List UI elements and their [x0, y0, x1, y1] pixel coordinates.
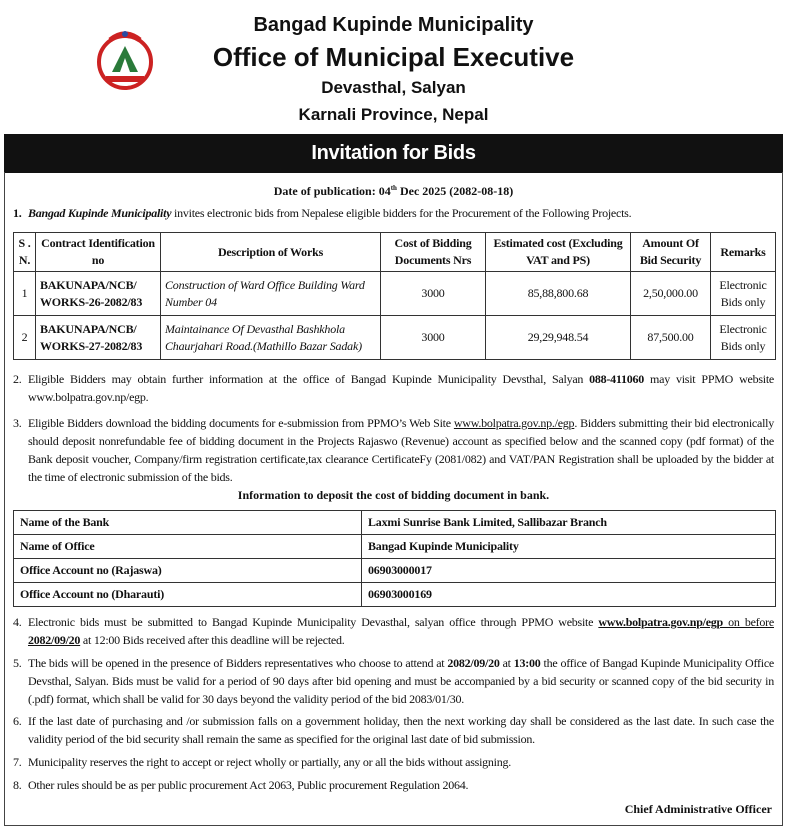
table-row: 2 BAKUNAPA/NCB/ WORKS-27-2082/83 Maintaina…: [13, 315, 776, 360]
bank-info-table: Name of the Bank Laxmi Sunrise Bank Limit…: [13, 510, 776, 607]
projects-table: S . N. Contract Identification no Descri…: [13, 232, 776, 360]
clause-3: 3. Eligible Bidders download the bidding …: [13, 416, 774, 484]
clause-7: 7. Municipality reserves the right to acc…: [13, 755, 512, 769]
clause-5: 5. The bids will be opened in the presenc…: [13, 656, 774, 706]
province: Karnali Province, Nepal: [298, 105, 489, 124]
signatory: Chief Administrative Officer: [624, 802, 772, 816]
letterhead: Bangad Kupinde Municipality Office of Mu…: [0, 0, 787, 134]
clause-1: 1. Bangad Kupinde Municipality invites el…: [13, 206, 632, 220]
table-header-row: S . N. Contract Identification no Descri…: [13, 232, 776, 272]
notice-body: Date of publication: 04th Dec 2025 (2082…: [4, 172, 783, 826]
table-row: Office Account no (Rajaswa) 06903000017: [13, 558, 776, 583]
clause-4: 4. Electronic bids must be submitted to B…: [13, 615, 774, 647]
office-name: Office of Municipal Executive: [212, 42, 575, 72]
bank-info-title: Information to deposit the cost of biddi…: [237, 488, 550, 502]
publication-date: Date of publication: 04th Dec 2025 (2082…: [273, 184, 514, 198]
table-row: Name of Office Bangad Kupinde Municipalit…: [13, 534, 776, 559]
table-row: 1 BAKUNAPA/NCB/ WORKS-26-2082/83 Construct…: [13, 271, 776, 316]
government-emblem-logo: [97, 31, 153, 90]
notice-title: Invitation for Bids: [4, 134, 783, 173]
table-row: Office Account no (Dharauti) 06903000169: [13, 582, 776, 607]
table-row: Name of the Bank Laxmi Sunrise Bank Limit…: [13, 510, 776, 535]
clause-6: 6. If the last date of purchasing and /or…: [13, 714, 774, 746]
clause-8: 8. Other rules should be as per public pr…: [13, 778, 469, 792]
bolpatra-link[interactable]: www.bolpatra.gov.np/egp: [598, 615, 723, 629]
municipality-name: Bangad Kupinde Municipality: [253, 14, 534, 36]
clause-2: 2. Eligible Bidders may obtain further in…: [13, 372, 775, 404]
office-location: Devasthal, Salyan: [321, 78, 466, 97]
bolpatra-link[interactable]: www.bolpatra.gov.np./egp: [453, 416, 575, 430]
